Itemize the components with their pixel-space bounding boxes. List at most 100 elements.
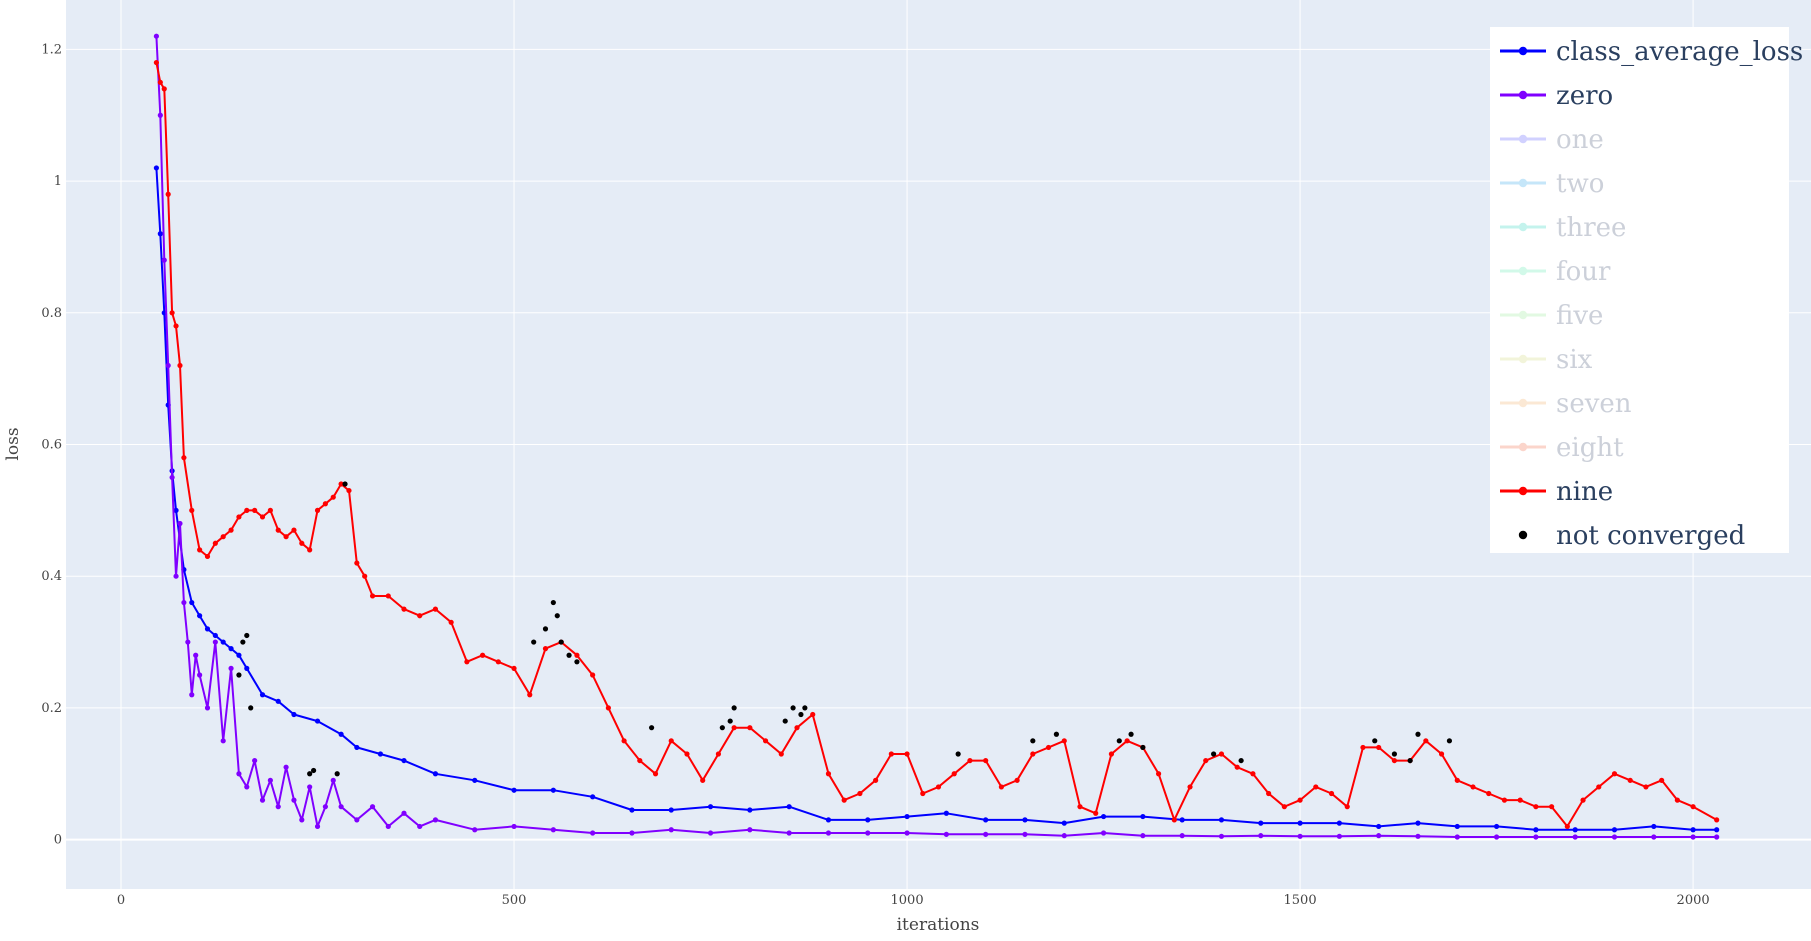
data-point: [1061, 820, 1067, 826]
legend-item-two[interactable]: two: [1500, 169, 1604, 199]
not-converged-point: [1211, 751, 1217, 757]
data-point: [1423, 738, 1429, 744]
legend-item-zero[interactable]: zero: [1500, 81, 1613, 111]
data-point: [228, 646, 234, 652]
legend-item-five[interactable]: five: [1500, 301, 1603, 331]
data-point: [212, 632, 218, 639]
not-converged-point: [566, 652, 572, 658]
data-point: [291, 797, 297, 803]
data-point: [786, 804, 792, 810]
data-point: [244, 784, 250, 790]
legend-item-eight[interactable]: eight: [1500, 433, 1624, 463]
data-point: [354, 817, 360, 823]
legend-item-four[interactable]: four: [1500, 257, 1611, 287]
data-point: [778, 751, 784, 757]
data-point: [197, 672, 203, 678]
data-point: [432, 606, 439, 612]
legend-swatch-marker: [1518, 222, 1528, 232]
data-point: [1415, 833, 1421, 839]
data-point: [189, 507, 195, 513]
data-point: [464, 659, 470, 665]
legend-item-one[interactable]: one: [1500, 125, 1604, 155]
data-point: [747, 807, 753, 813]
data-point: [299, 540, 305, 546]
data-point: [448, 619, 454, 625]
data-point: [786, 830, 792, 836]
data-point: [204, 705, 211, 711]
legend-swatch-marker: [1518, 266, 1528, 276]
data-point: [236, 771, 242, 777]
data-point: [1659, 777, 1665, 783]
legend-label: not converged: [1556, 521, 1745, 551]
data-point: [377, 751, 384, 757]
x-axis-title: iterations: [897, 915, 980, 935]
data-point: [259, 797, 266, 803]
data-point: [275, 698, 281, 704]
data-point: [1564, 823, 1570, 830]
data-point: [621, 738, 627, 744]
data-point: [169, 310, 175, 316]
data-point: [1714, 834, 1720, 840]
data-point: [542, 646, 549, 652]
data-point: [762, 738, 769, 744]
data-point: [1179, 833, 1185, 839]
data-point: [590, 794, 596, 800]
data-point: [1690, 827, 1696, 833]
data-point: [1124, 738, 1130, 744]
data-point: [1061, 833, 1067, 839]
data-point: [1218, 751, 1225, 757]
data-point: [943, 810, 949, 816]
data-point: [236, 652, 242, 658]
data-point: [1611, 834, 1618, 840]
data-point: [157, 79, 163, 85]
legend-item-six[interactable]: six: [1500, 345, 1593, 375]
data-point: [1179, 817, 1185, 823]
data-point: [983, 831, 989, 837]
data-point: [252, 757, 258, 764]
legend-label: two: [1556, 169, 1604, 199]
data-point: [1690, 834, 1696, 840]
data-point: [983, 817, 989, 823]
data-point: [967, 757, 973, 764]
data-point: [1611, 827, 1618, 833]
data-point: [1690, 804, 1696, 810]
data-point: [1572, 834, 1578, 840]
not-converged-point: [802, 705, 808, 711]
data-point: [401, 757, 407, 764]
x-tick-label: 2000: [1677, 893, 1710, 908]
legend-label: four: [1556, 257, 1611, 287]
data-point: [173, 507, 179, 513]
legend-swatch-marker: [1518, 310, 1528, 320]
data-point: [495, 659, 501, 665]
data-point: [177, 520, 183, 527]
data-point: [1297, 820, 1303, 826]
not-converged-point: [248, 705, 254, 711]
data-point: [259, 692, 266, 698]
legend-item-three[interactable]: three: [1500, 213, 1626, 243]
data-point: [252, 507, 258, 513]
data-point: [307, 784, 313, 790]
data-point: [951, 771, 957, 777]
data-point: [1596, 784, 1602, 790]
data-point: [228, 527, 234, 533]
data-point: [197, 547, 203, 553]
data-point: [432, 771, 439, 777]
legend-item-nine[interactable]: nine: [1500, 477, 1613, 507]
data-point: [1187, 784, 1193, 790]
data-point: [1714, 817, 1720, 823]
legend-item-class-average-loss[interactable]: class_average_loss: [1500, 37, 1803, 67]
data-point: [314, 823, 321, 830]
data-point: [707, 804, 714, 810]
legend-item-not-converged[interactable]: not converged: [1518, 521, 1745, 551]
series-class-average-loss: [153, 165, 1720, 833]
not-converged-point: [1030, 738, 1036, 744]
data-point: [629, 830, 635, 836]
not-converged-point: [955, 751, 961, 757]
data-point: [1203, 757, 1209, 764]
legend-item-seven[interactable]: seven: [1500, 389, 1632, 419]
data-point: [1643, 784, 1649, 790]
not-converged-point: [790, 705, 796, 711]
data-point: [1313, 784, 1319, 790]
data-point: [825, 817, 832, 823]
